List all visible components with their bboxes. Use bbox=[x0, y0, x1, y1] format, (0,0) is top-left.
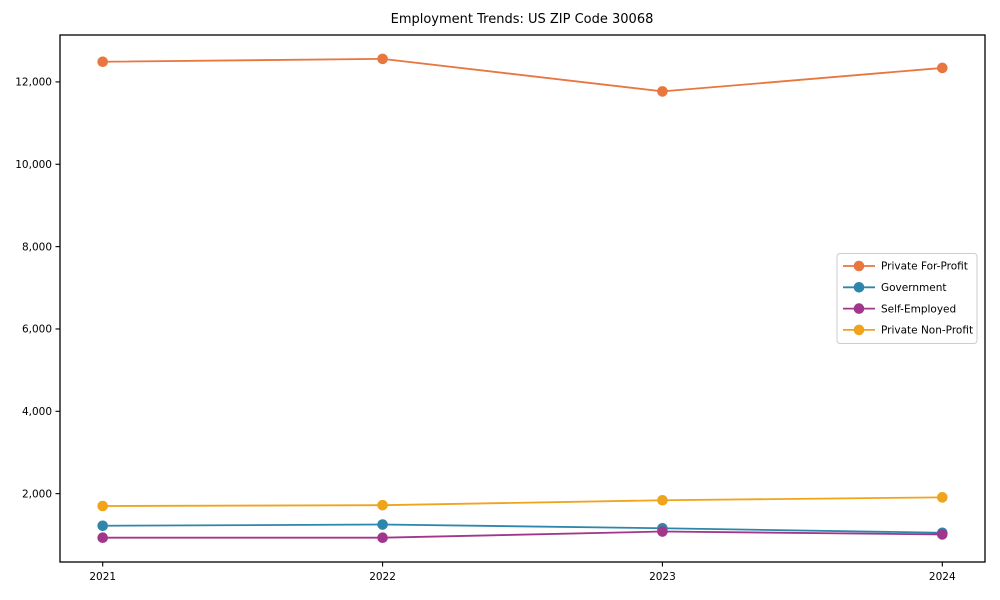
x-tick-label: 2022 bbox=[369, 571, 396, 583]
legend-label: Government bbox=[881, 282, 946, 294]
data-point-marker bbox=[377, 499, 388, 511]
data-point-marker bbox=[97, 520, 108, 532]
legend-marker bbox=[853, 260, 865, 272]
legend-box bbox=[836, 253, 978, 344]
y-tick-label: 4,000 bbox=[22, 406, 52, 418]
data-point-marker bbox=[937, 529, 948, 540]
legend-marker bbox=[853, 324, 865, 336]
data-point-marker bbox=[97, 500, 108, 512]
plot-border bbox=[59, 34, 986, 563]
series-line bbox=[102, 523, 943, 534]
data-point-marker bbox=[937, 492, 948, 503]
data-point-marker bbox=[377, 519, 388, 530]
legend-label: Self-Employed bbox=[881, 303, 956, 315]
x-tick-label: 2023 bbox=[649, 571, 676, 583]
legend-marker bbox=[853, 282, 865, 293]
data-point-marker bbox=[657, 494, 668, 506]
x-tick-label: 2021 bbox=[89, 571, 116, 583]
legend: Private For-Profit Government Self-Employe… bbox=[836, 253, 978, 344]
data-point-marker bbox=[657, 526, 668, 537]
y-tick-label: 10,000 bbox=[15, 159, 52, 171]
legend-label: Private For-Profit bbox=[881, 261, 968, 273]
chart-title: Employment Trends: US ZIP Code 30068 bbox=[391, 12, 654, 27]
series-line bbox=[102, 57, 943, 93]
legend-label: Private Non-Profit bbox=[881, 325, 973, 337]
y-tick-label: 8,000 bbox=[22, 241, 52, 253]
plot-layer: 2,000 4,000 6,000 8,000 10,000 12,000 2021 2022… bbox=[15, 34, 986, 583]
data-point-marker bbox=[937, 62, 948, 74]
legend-marker bbox=[853, 303, 865, 314]
y-tick-label: 6,000 bbox=[22, 324, 52, 336]
y-tick-label: 2,000 bbox=[22, 488, 52, 500]
data-point-marker bbox=[97, 532, 108, 544]
x-tick-label: 2024 bbox=[929, 571, 956, 583]
data-point-marker bbox=[377, 53, 388, 65]
series-line bbox=[102, 496, 943, 507]
data-point-marker bbox=[657, 86, 668, 97]
data-point-marker bbox=[377, 532, 388, 544]
y-tick-label: 12,000 bbox=[15, 77, 52, 89]
series-line bbox=[102, 530, 943, 539]
data-point-marker bbox=[97, 56, 108, 68]
